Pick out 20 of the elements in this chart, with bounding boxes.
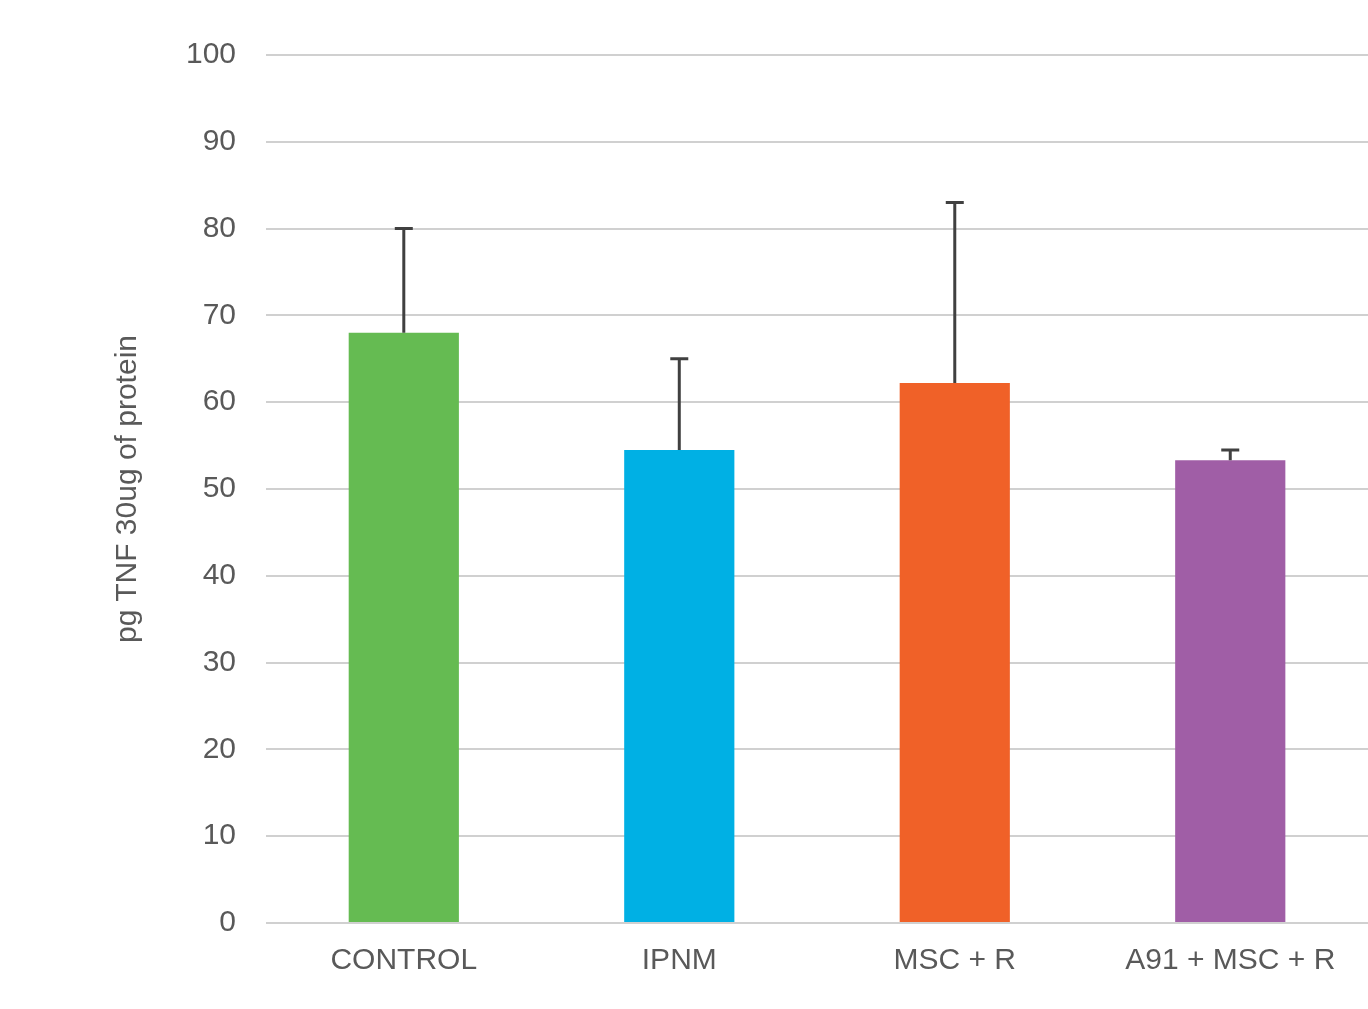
x-tick-label: A91 + MSC + R	[1125, 942, 1336, 976]
y-tick-label: 80	[202, 209, 237, 243]
y-tick-label: 90	[202, 123, 237, 157]
bar	[624, 449, 735, 922]
x-tick-label: MSC + R	[893, 942, 1017, 976]
y-tick-label: 50	[202, 470, 237, 504]
y-tick-label: 40	[202, 557, 237, 591]
y-tick-label: 70	[202, 296, 237, 330]
y-axis-title: pg TNF 30ug of protein	[109, 335, 143, 643]
y-tick-label: 100	[185, 36, 237, 70]
x-tick-label: CONTROL	[330, 942, 478, 976]
bar	[1175, 460, 1286, 922]
y-tick-label: 0	[219, 904, 237, 938]
y-tick-label: 10	[202, 817, 237, 851]
x-tick-label: IPNM	[641, 942, 717, 976]
bar	[348, 332, 459, 922]
bar	[899, 383, 1010, 922]
y-tick-label: 30	[202, 643, 237, 677]
y-tick-label: 60	[202, 383, 237, 417]
y-tick-label: 20	[202, 730, 237, 764]
